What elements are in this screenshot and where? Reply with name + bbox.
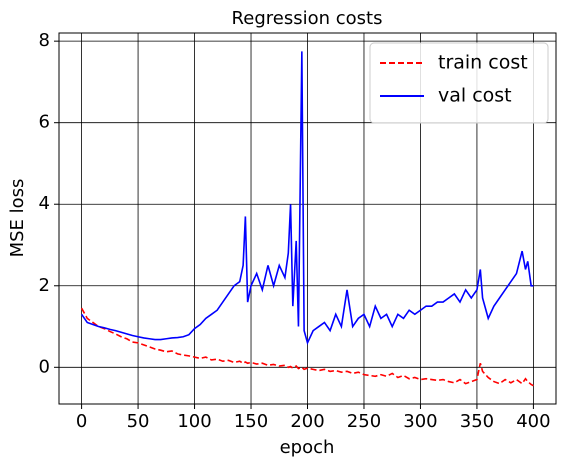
legend-label: val cost bbox=[438, 85, 512, 107]
x-tick-label: 250 bbox=[347, 411, 381, 432]
x-tick-label: 350 bbox=[460, 411, 494, 432]
line bbox=[80, 307, 534, 387]
legend-label: train cost bbox=[438, 52, 528, 74]
x-tick-label: 50 bbox=[127, 411, 150, 432]
y-tick-label: 0 bbox=[39, 356, 50, 377]
y-tick-label: 2 bbox=[39, 275, 50, 296]
x-tick-label: 0 bbox=[76, 411, 87, 432]
y-tick-label: 6 bbox=[39, 112, 50, 133]
x-axis-label: epoch bbox=[280, 437, 335, 458]
y-tick-label: 8 bbox=[39, 30, 50, 51]
plot-frame bbox=[58, 32, 557, 405]
x-tick-label: 150 bbox=[234, 411, 268, 432]
x-tick-label: 400 bbox=[516, 411, 550, 432]
x-tick-label: 100 bbox=[177, 411, 211, 432]
x-tick-label: 300 bbox=[403, 411, 437, 432]
line bbox=[80, 51, 534, 346]
chart-title: Regression costs bbox=[232, 8, 383, 29]
x-tick-label: 200 bbox=[290, 411, 324, 432]
y-axis-label: MSE loss bbox=[7, 179, 28, 258]
y-tick-label: 4 bbox=[39, 193, 50, 214]
legend-box bbox=[369, 42, 549, 124]
